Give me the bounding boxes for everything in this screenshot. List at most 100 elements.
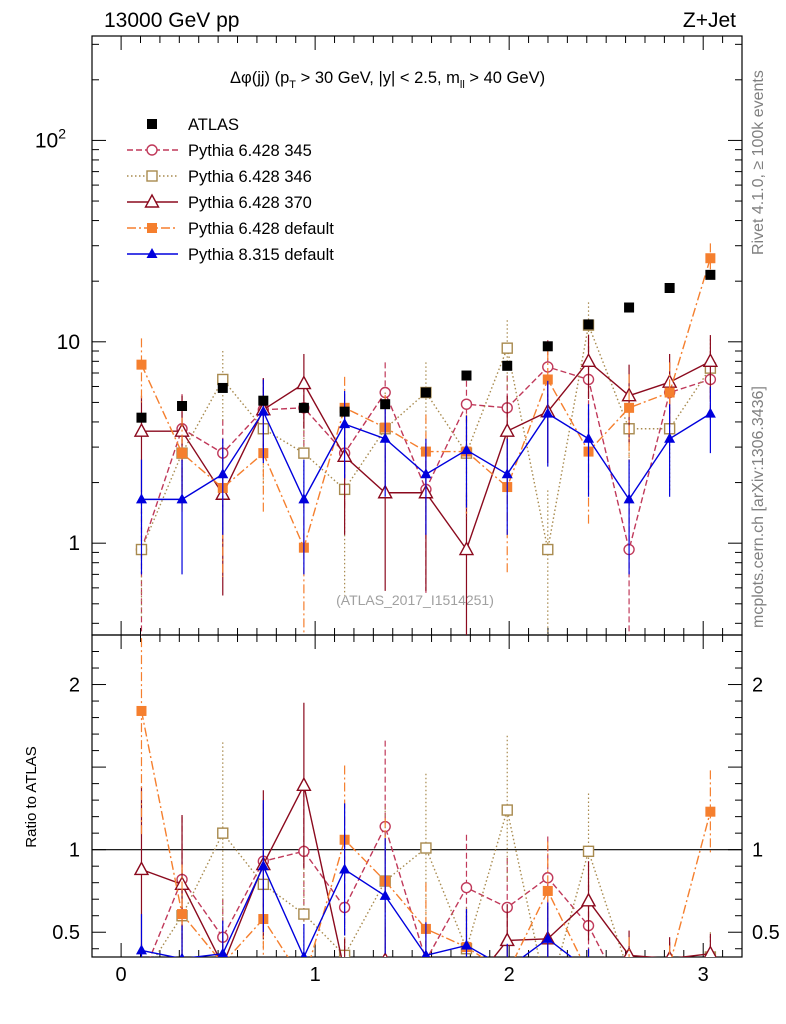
- ratio-point-pythia-6-428-346: [543, 993, 553, 1003]
- point-pythia-6-428-370: [458, 541, 475, 556]
- point-pythia-8-315-default: [298, 493, 310, 504]
- ratio-point-pythia-6-428-370: [425, 956, 427, 957]
- legend-marker-pythia-6-428-345: [146, 144, 158, 156]
- x-tick-label: 2: [504, 964, 515, 986]
- ratio-point-pythia-6-428-370: [222, 956, 223, 957]
- point-atlas: [583, 319, 594, 330]
- y-tick-label-ratio-right: 0.5: [752, 922, 780, 944]
- legend-label-atlas: ATLAS: [188, 116, 239, 134]
- point-pythia-6-428-370: [580, 352, 597, 368]
- ratio-point-pythia-6-428-default: [665, 960, 675, 970]
- legend-marker-atlas: [147, 119, 157, 129]
- point-pythia-6-428-370: [133, 422, 150, 437]
- ratio-point-pythia-8-315-default: [257, 860, 269, 871]
- point-pythia-8-315-default: [542, 407, 554, 418]
- point-pythia-8-315-default: [664, 432, 676, 443]
- point-pythia-6-428-370: [702, 352, 719, 368]
- ratio-point-pythia-6-428-346: [298, 908, 310, 920]
- ratio-point-pythia-6-428-default: [299, 977, 309, 987]
- point-pythia-8-315-default: [379, 432, 391, 443]
- ratio-point-pythia-8-315-default: [583, 964, 594, 974]
- process-label: Z+Jet: [683, 9, 736, 32]
- point-pythia-6-428-345: [460, 398, 473, 410]
- point-pythia-8-315-default: [420, 468, 432, 479]
- x-tick-label: 1: [310, 964, 321, 986]
- legend-marker-pythia-6-428-default: [147, 223, 157, 233]
- ratio-point-pythia-6-428-default: [218, 959, 228, 969]
- ratio-point-pythia-6-428-346: [217, 827, 229, 839]
- ratio-point-pythia-8-315-default: [379, 889, 391, 900]
- point-pythia-8-315-default: [339, 418, 351, 429]
- point-pythia-6-428-346: [298, 447, 310, 459]
- point-pythia-6-428-default: [177, 448, 188, 459]
- ratio-point-pythia-6-428-370: [623, 946, 635, 957]
- y-tick-label-main: 1: [68, 532, 80, 555]
- ratio-point-pythia-6-428-345: [665, 959, 675, 969]
- point-atlas: [705, 269, 716, 280]
- ratio-point-pythia-6-428-default: [136, 705, 147, 716]
- legend-label-pythia-6-428-370: Pythia 6.428 370: [188, 194, 312, 212]
- ratio-point-pythia-6-428-345: [624, 1000, 634, 1010]
- ratio-point-pythia-6-428-346: [582, 845, 595, 858]
- point-pythia-8-315-default: [583, 432, 595, 443]
- title-part-b: > 30 GeV, |y| < 2.5, m: [296, 69, 460, 87]
- main-plot-area: [133, 243, 719, 635]
- point-atlas: [298, 402, 309, 413]
- ratio-point-pythia-6-428-default: [542, 885, 553, 896]
- y-tick-label-ratio: 1: [69, 840, 80, 862]
- legend-label-pythia-8-315-default: Pythia 8.315 default: [188, 246, 334, 264]
- series-layer: [133, 243, 719, 1010]
- point-pythia-6-428-346: [501, 342, 513, 354]
- plot-title: Δφ(jj) (pT > 30 GeV, |y| < 2.5, mll > 40…: [230, 69, 545, 91]
- point-atlas: [380, 399, 391, 410]
- mcplots-label: mcplots.cern.ch [arXiv:1306.3436]: [750, 386, 767, 628]
- point-atlas: [339, 406, 350, 417]
- legend-marker-pythia-6-428-346: [146, 170, 158, 182]
- point-atlas: [664, 282, 675, 293]
- point-pythia-8-315-default: [623, 493, 635, 504]
- y-tick-label-ratio-right: 2: [752, 675, 763, 697]
- point-pythia-6-428-346: [542, 543, 554, 556]
- x-tick-label: 0: [116, 964, 127, 986]
- ratio-point-pythia-6-428-default: [177, 909, 188, 920]
- point-pythia-8-315-default: [176, 493, 188, 504]
- point-pythia-8-315-default: [217, 468, 229, 479]
- point-pythia-6-428-default: [624, 402, 635, 413]
- ratio-point-pythia-6-428-default: [624, 956, 635, 957]
- y-tick-label-ratio-right: 1: [752, 840, 763, 862]
- ratio-point-pythia-6-428-346: [136, 973, 146, 983]
- point-pythia-6-428-370: [296, 375, 312, 390]
- point-pythia-6-428-default: [705, 253, 716, 264]
- ratio-plot-area: [133, 635, 717, 1010]
- ratio-point-pythia-8-315-default: [624, 991, 635, 1001]
- rivet-label: Rivet 4.1.0, ≥ 100k events: [750, 70, 767, 255]
- y-tick-label-ratio: 2: [69, 675, 80, 697]
- point-atlas: [461, 370, 472, 381]
- energy-label: 13000 GeV pp: [104, 9, 239, 32]
- ratio-point-pythia-8-315-default: [300, 951, 308, 957]
- ratio-point-pythia-8-315-default: [460, 939, 472, 950]
- ratio-point-pythia-6-428-346: [501, 804, 513, 816]
- legend-marker-pythia-6-428-370: [144, 193, 160, 208]
- ratio-point-pythia-6-428-370: [338, 965, 351, 977]
- legend-label-pythia-6-428-345: Pythia 6.428 345: [188, 142, 312, 160]
- ratio-axis-label: Ratio to ATLAS: [23, 746, 40, 847]
- ratio-point-pythia-6-428-370: [499, 932, 515, 947]
- ratio-point-pythia-8-315-default: [664, 979, 675, 989]
- point-pythia-8-315-default: [135, 493, 147, 504]
- y-tick-label-exponent: 2: [58, 125, 66, 141]
- legend-label-pythia-6-428-default: Pythia 6.428 default: [188, 220, 334, 238]
- ratio-point-pythia-8-315-default: [217, 947, 228, 957]
- point-atlas: [542, 341, 553, 352]
- legend: ATLAS Pythia 6.428 345 Pythia 6.428 346 Pyt…: [127, 116, 334, 264]
- ratio-point-pythia-6-428-346: [420, 842, 432, 854]
- ratio-point-pythia-6-428-370: [296, 776, 312, 791]
- point-atlas: [624, 302, 635, 313]
- ratio-point-pythia-6-428-370: [703, 945, 717, 957]
- ratio-point-pythia-8-315-default: [421, 949, 431, 957]
- ratio-point-pythia-6-428-370: [382, 951, 388, 957]
- ratio-point-pythia-6-428-370: [460, 985, 473, 997]
- point-atlas: [217, 382, 228, 393]
- y-tick-label-main: 102: [35, 125, 66, 152]
- point-pythia-6-428-370: [499, 422, 515, 437]
